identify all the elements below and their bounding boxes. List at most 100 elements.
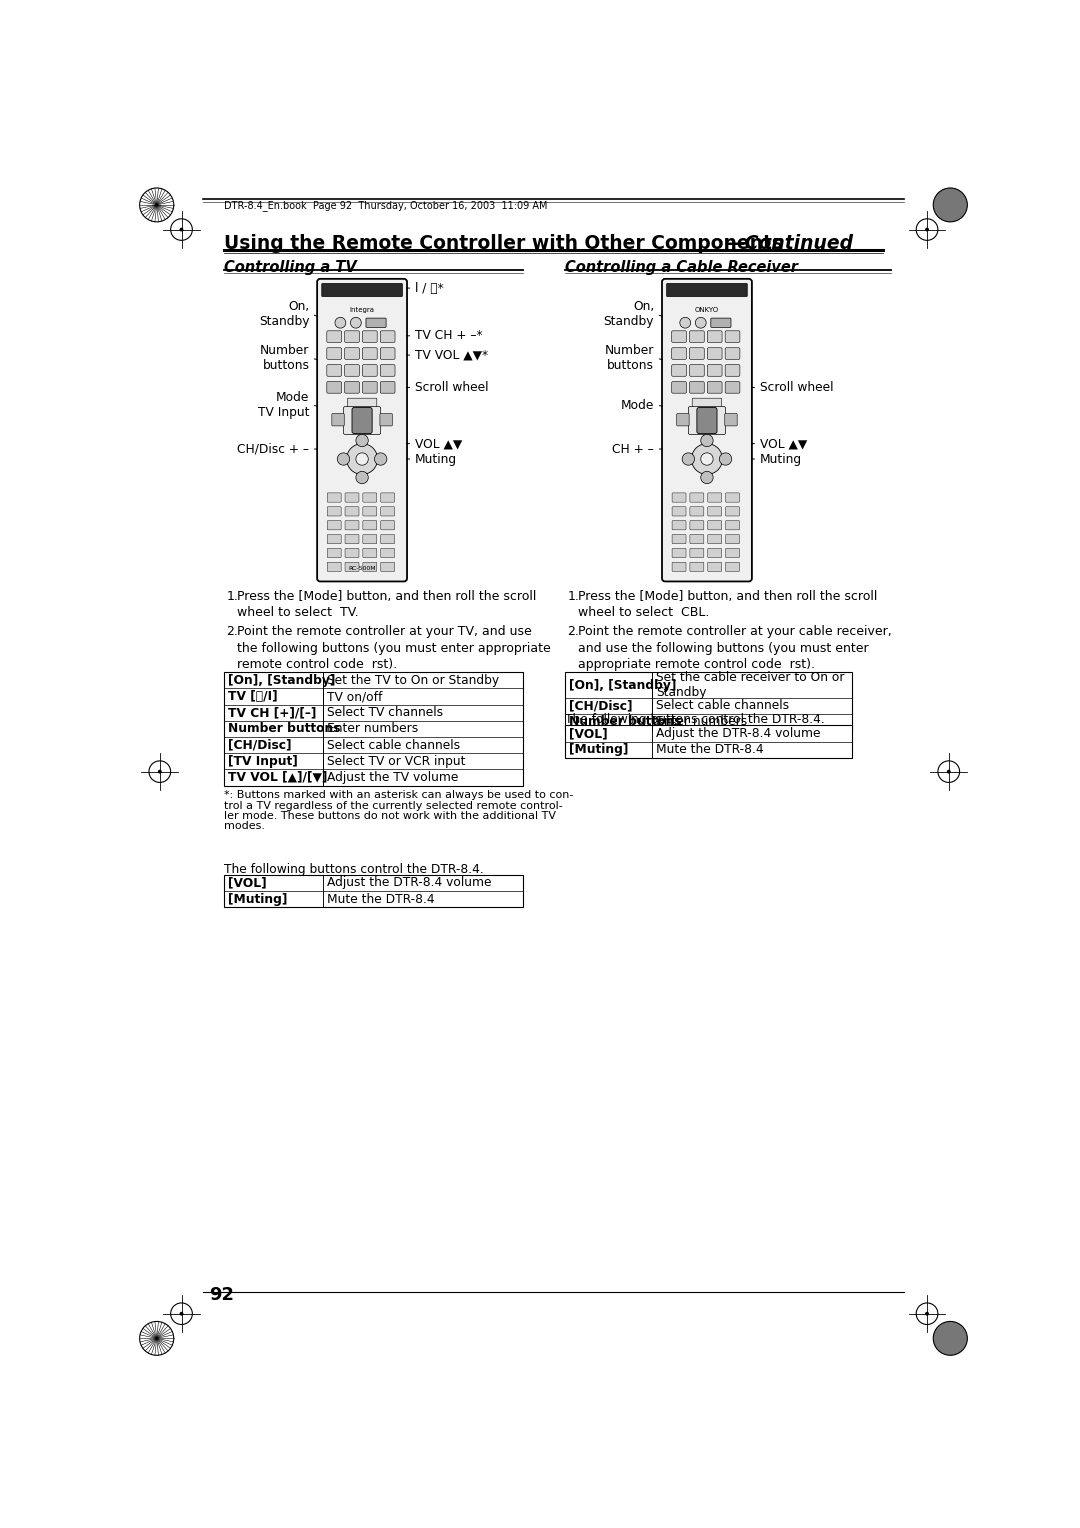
FancyBboxPatch shape (672, 348, 687, 359)
FancyBboxPatch shape (318, 278, 407, 582)
FancyBboxPatch shape (327, 549, 341, 558)
FancyBboxPatch shape (689, 382, 704, 393)
Text: Muting: Muting (415, 452, 457, 466)
FancyBboxPatch shape (345, 549, 359, 558)
FancyBboxPatch shape (726, 549, 740, 558)
FancyBboxPatch shape (672, 521, 686, 530)
FancyBboxPatch shape (725, 365, 740, 376)
Circle shape (158, 770, 162, 773)
Text: Set the cable receiver to On or
Standby: Set the cable receiver to On or Standby (656, 671, 845, 698)
FancyBboxPatch shape (726, 562, 740, 571)
Text: The following buttons control the DTR-8.4.: The following buttons control the DTR-8.… (565, 714, 825, 726)
FancyBboxPatch shape (380, 507, 394, 516)
Text: TV CH + –*: TV CH + –* (415, 330, 483, 342)
FancyBboxPatch shape (380, 382, 395, 393)
Text: 92: 92 (208, 1287, 233, 1305)
FancyBboxPatch shape (345, 494, 359, 503)
FancyBboxPatch shape (327, 521, 341, 530)
Text: TV VOL ▲▼*: TV VOL ▲▼* (415, 348, 488, 362)
FancyBboxPatch shape (345, 521, 359, 530)
FancyBboxPatch shape (690, 562, 704, 571)
Circle shape (350, 318, 362, 329)
FancyBboxPatch shape (707, 382, 723, 393)
Text: Mode
TV Input: Mode TV Input (258, 391, 309, 419)
FancyBboxPatch shape (327, 494, 341, 503)
Circle shape (335, 318, 346, 329)
Bar (565, 672, 852, 730)
Circle shape (701, 434, 713, 446)
FancyBboxPatch shape (366, 318, 387, 327)
Text: Enter numbers: Enter numbers (656, 715, 747, 729)
FancyBboxPatch shape (672, 535, 686, 544)
FancyBboxPatch shape (332, 414, 345, 426)
Circle shape (701, 452, 713, 465)
Text: Number buttons: Number buttons (228, 723, 340, 735)
FancyBboxPatch shape (707, 549, 721, 558)
Text: trol a TV regardless of the currently selected remote control-: trol a TV regardless of the currently se… (225, 801, 563, 810)
FancyBboxPatch shape (662, 278, 752, 582)
Text: [CH/Disc]: [CH/Disc] (569, 700, 633, 712)
Text: [Muting]: [Muting] (569, 743, 629, 756)
Text: RC-500M: RC-500M (348, 565, 376, 570)
FancyBboxPatch shape (711, 318, 731, 327)
FancyBboxPatch shape (690, 535, 704, 544)
FancyBboxPatch shape (363, 521, 377, 530)
FancyBboxPatch shape (688, 406, 726, 434)
FancyBboxPatch shape (327, 562, 341, 571)
Circle shape (926, 1311, 929, 1316)
Text: [Muting]: [Muting] (228, 892, 287, 906)
FancyBboxPatch shape (707, 332, 723, 342)
FancyBboxPatch shape (363, 332, 377, 342)
Text: [CH/Disc]: [CH/Disc] (228, 738, 292, 752)
Circle shape (947, 770, 950, 773)
FancyBboxPatch shape (380, 535, 394, 544)
FancyBboxPatch shape (345, 562, 359, 571)
FancyBboxPatch shape (327, 332, 341, 342)
FancyBboxPatch shape (689, 348, 704, 359)
Text: 1.: 1. (227, 590, 239, 604)
Text: TV VOL [▲]/[▼]: TV VOL [▲]/[▼] (228, 772, 327, 784)
Circle shape (683, 452, 694, 465)
FancyBboxPatch shape (677, 414, 689, 426)
Text: Scroll wheel: Scroll wheel (759, 380, 833, 394)
FancyBboxPatch shape (327, 382, 341, 393)
FancyBboxPatch shape (672, 494, 686, 503)
Text: Select TV channels: Select TV channels (327, 706, 443, 720)
Text: TV [⏻/I]: TV [⏻/I] (228, 691, 278, 703)
Text: 2.: 2. (567, 625, 579, 639)
Text: [VOL]: [VOL] (569, 727, 608, 740)
Text: Mute the DTR-8.4: Mute the DTR-8.4 (656, 743, 764, 756)
Circle shape (356, 471, 368, 484)
Text: On,
Standby: On, Standby (604, 301, 654, 329)
Circle shape (347, 443, 378, 474)
FancyBboxPatch shape (380, 549, 394, 558)
FancyBboxPatch shape (672, 382, 687, 393)
Text: *: Buttons marked with an asterisk can always be used to con-: *: Buttons marked with an asterisk can a… (225, 790, 573, 801)
Bar (565, 726, 852, 758)
FancyBboxPatch shape (725, 382, 740, 393)
Text: ONKYO: ONKYO (694, 307, 719, 313)
Text: —Continued: —Continued (727, 234, 853, 254)
FancyBboxPatch shape (690, 494, 704, 503)
Text: Select cable channels: Select cable channels (656, 700, 788, 712)
FancyBboxPatch shape (707, 507, 721, 516)
Text: Using the Remote Controller with Other Components: Using the Remote Controller with Other C… (225, 234, 783, 254)
Text: Set the TV to On or Standby: Set the TV to On or Standby (327, 674, 499, 688)
FancyBboxPatch shape (689, 365, 704, 376)
FancyBboxPatch shape (348, 399, 377, 408)
FancyBboxPatch shape (380, 494, 394, 503)
Text: l / ⏻*: l / ⏻* (415, 281, 444, 295)
FancyBboxPatch shape (327, 507, 341, 516)
Text: Press the [Mode] button, and then roll the scroll
wheel to select  TV.: Press the [Mode] button, and then roll t… (238, 590, 537, 619)
FancyBboxPatch shape (690, 507, 704, 516)
Text: CH/Disc + –: CH/Disc + – (238, 443, 309, 455)
Text: Scroll wheel: Scroll wheel (415, 380, 488, 394)
FancyBboxPatch shape (690, 549, 704, 558)
Text: Integra: Integra (350, 307, 375, 313)
FancyBboxPatch shape (725, 414, 738, 426)
Text: On,
Standby: On, Standby (259, 301, 309, 329)
FancyBboxPatch shape (345, 382, 360, 393)
FancyBboxPatch shape (380, 365, 395, 376)
Circle shape (933, 1322, 968, 1355)
Text: Adjust the TV volume: Adjust the TV volume (327, 772, 459, 784)
